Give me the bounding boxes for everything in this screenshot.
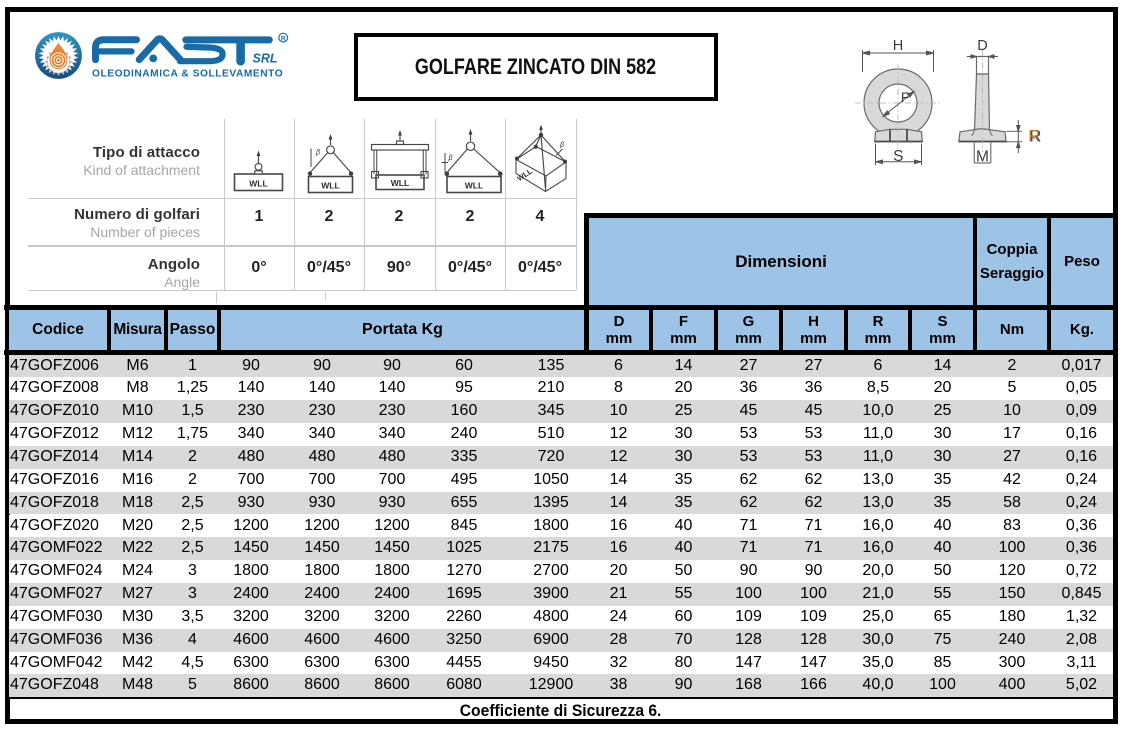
svg-text:OLEODINAMICA & SOLLEVAMENTO: OLEODINAMICA & SOLLEVAMENTO xyxy=(92,69,283,80)
svg-text:S: S xyxy=(893,148,903,165)
svg-text:SRL: SRL xyxy=(253,51,278,65)
svg-text:M: M xyxy=(976,149,989,166)
svg-text:R: R xyxy=(281,35,286,42)
svg-text:R: R xyxy=(1030,127,1042,145)
svg-text:β: β xyxy=(448,155,453,162)
svg-text:WLL: WLL xyxy=(321,181,339,191)
svg-text:β: β xyxy=(559,142,564,149)
svg-text:D: D xyxy=(977,38,987,54)
svg-text:F: F xyxy=(901,90,909,105)
svg-text:R: R xyxy=(1028,127,1040,145)
svg-text:β: β xyxy=(315,150,320,157)
svg-text:H: H xyxy=(893,38,903,54)
svg-text:WLL: WLL xyxy=(249,179,267,189)
svg-text:WLL: WLL xyxy=(515,166,534,183)
svg-text:WLL: WLL xyxy=(391,178,409,188)
svg-text:WLL: WLL xyxy=(465,181,483,191)
